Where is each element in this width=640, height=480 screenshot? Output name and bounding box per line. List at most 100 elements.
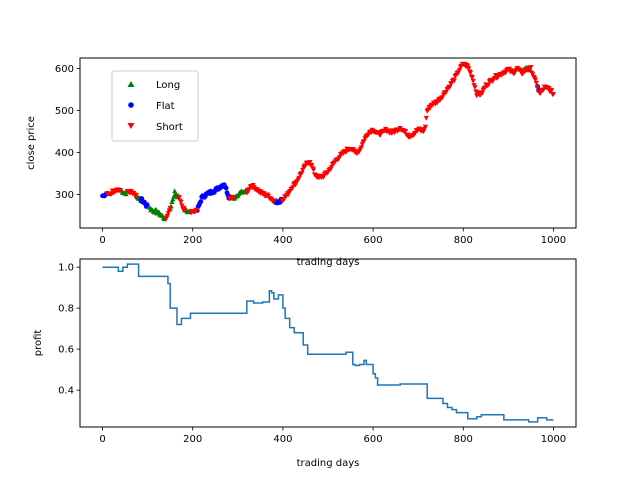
profit-chart: 0 200 400 600 800 1000 0.4 0.6 0.8 1.0 trading d… <box>33 258 577 469</box>
x-tick-label: 800 <box>454 434 473 445</box>
legend-label-flat: Flat <box>156 101 175 112</box>
short-marker <box>299 170 305 176</box>
short-marker <box>358 145 364 151</box>
flat-marker <box>144 202 150 208</box>
short-marker <box>472 85 478 90</box>
short-marker <box>479 91 485 96</box>
series-flat <box>100 84 541 213</box>
short-marker <box>530 72 536 78</box>
short-marker <box>117 188 124 194</box>
long-marker <box>153 207 159 213</box>
long-marker <box>156 209 162 214</box>
profit-y-axis-label: profit <box>33 330 44 357</box>
short-marker <box>550 91 557 97</box>
short-marker <box>423 115 429 121</box>
short-marker <box>182 207 188 213</box>
x-tick-label: 400 <box>273 434 292 445</box>
y-tick-label: 600 <box>55 64 74 75</box>
y-tick-label: 1.0 <box>58 263 74 274</box>
long-marker <box>171 193 177 199</box>
short-marker <box>528 65 534 70</box>
short-marker <box>469 75 475 81</box>
y-tick-label: 400 <box>55 148 74 159</box>
legend-marker-short <box>127 123 135 129</box>
price-y-axis-label: close price <box>26 116 37 170</box>
short-marker <box>310 167 317 173</box>
x-tick-label: 200 <box>183 235 202 246</box>
short-marker <box>377 132 383 138</box>
short-marker <box>451 78 457 84</box>
legend-frame <box>111 70 199 142</box>
long-marker <box>170 196 176 202</box>
short-marker <box>290 185 296 191</box>
y-tick-label: 500 <box>55 106 74 117</box>
profit-x-axis-label: trading days <box>297 458 360 469</box>
legend-marker-flat <box>128 102 134 108</box>
short-marker <box>133 193 139 198</box>
short-marker <box>485 82 492 88</box>
x-tick-label: 1000 <box>541 434 566 445</box>
legend-entry-long: Long <box>127 80 180 91</box>
short-marker <box>534 85 540 91</box>
legend-entry-short: Short <box>127 122 183 133</box>
x-tick-label: 600 <box>364 434 383 445</box>
x-tick-label: 1000 <box>541 235 566 246</box>
short-marker <box>532 77 539 83</box>
short-marker <box>179 203 185 209</box>
profit-x-ticks: 0 200 400 600 800 1000 <box>99 427 566 445</box>
short-marker <box>309 163 315 169</box>
x-tick-label: 800 <box>454 235 473 246</box>
short-marker <box>281 197 287 203</box>
short-marker <box>457 67 463 73</box>
price-x-ticks: 0 200 400 600 800 1000 <box>99 228 566 246</box>
legend-marker-long <box>127 81 135 87</box>
legend-entry-flat: Flat <box>128 101 175 112</box>
legend-label-long: Long <box>156 80 180 91</box>
short-marker <box>307 160 313 165</box>
x-tick-label: 600 <box>364 235 383 246</box>
short-marker <box>271 198 277 204</box>
short-marker <box>194 207 200 213</box>
x-tick-label: 0 <box>99 434 105 445</box>
profit-axes-frame <box>79 258 577 428</box>
legend: Long Flat Short <box>111 70 199 142</box>
short-marker <box>533 80 539 86</box>
x-tick-label: 400 <box>273 235 292 246</box>
short-marker <box>493 72 499 78</box>
short-marker <box>261 191 267 196</box>
y-tick-label: 0.8 <box>58 304 74 315</box>
short-marker <box>167 205 173 211</box>
price-x-axis-label: trading days <box>297 257 360 268</box>
short-marker <box>402 129 409 134</box>
short-marker <box>296 175 302 181</box>
short-marker <box>466 66 472 72</box>
price-axes-frame <box>79 57 577 229</box>
x-tick-label: 0 <box>99 235 105 246</box>
flat-marker <box>223 185 229 191</box>
short-marker <box>422 124 428 130</box>
short-marker <box>549 88 555 94</box>
y-tick-label: 0.4 <box>58 386 74 397</box>
short-marker <box>470 78 476 84</box>
short-marker <box>467 70 474 76</box>
legend-entries: Long Flat Short <box>127 80 183 133</box>
profit-y-ticks: 0.4 0.6 0.8 1.0 <box>58 263 80 397</box>
x-tick-label: 200 <box>183 434 202 445</box>
profit-line <box>102 263 554 423</box>
price-chart: 0 200 400 600 800 1000 300 400 500 600 trading d… <box>26 57 577 268</box>
flat-marker <box>198 199 204 204</box>
price-markers <box>100 61 557 222</box>
short-marker <box>176 195 182 200</box>
legend-label-short: Short <box>156 122 183 133</box>
series-short <box>104 61 557 222</box>
long-marker <box>169 199 175 205</box>
y-tick-label: 300 <box>55 190 74 201</box>
short-marker <box>230 196 236 202</box>
long-marker <box>123 191 129 197</box>
price-y-ticks: 300 400 500 600 <box>55 64 80 201</box>
short-marker <box>447 85 453 90</box>
y-tick-label: 0.6 <box>58 345 74 356</box>
short-marker <box>178 199 184 205</box>
